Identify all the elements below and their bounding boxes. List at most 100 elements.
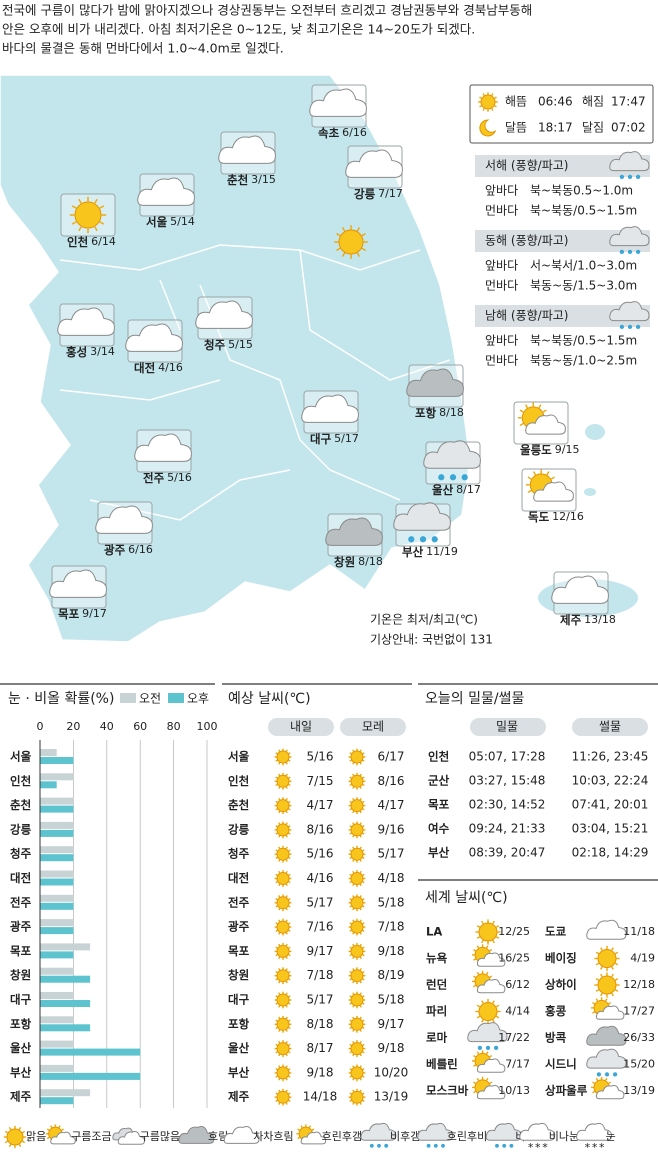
forecast-temp: 5/18: [378, 993, 405, 1007]
sun-ray: [278, 943, 281, 947]
sun-ray: [352, 859, 355, 862]
world-city: 파리: [426, 1004, 447, 1018]
sun-icon: [348, 918, 366, 936]
sun-ray: [362, 897, 365, 901]
snow-flake: *: [585, 1141, 591, 1154]
bar: [40, 1064, 74, 1072]
sun-ray: [611, 973, 614, 978]
tide-port: 목포: [428, 798, 450, 812]
sun-ray: [285, 943, 288, 947]
sun-ray: [288, 953, 291, 957]
sun-ray: [288, 825, 291, 828]
sun-ray: [600, 973, 603, 978]
sun-icon: [348, 748, 366, 766]
sun-ray: [532, 471, 537, 476]
forecast-temp: 8/16: [307, 822, 334, 836]
sun-ray: [285, 932, 288, 935]
cloud-icon: [50, 1131, 76, 1145]
rain-drop: [384, 1143, 389, 1148]
sun-ray: [336, 232, 341, 237]
snow-flake: *: [599, 1141, 605, 1154]
sun-ray: [311, 1128, 315, 1131]
sun-ray: [288, 776, 291, 779]
bar: [40, 902, 74, 910]
legend-item: 흐림: [208, 1130, 228, 1143]
forecast-temp: 8/18: [307, 1017, 334, 1031]
world-temp: 26/33: [623, 1031, 655, 1044]
sun-ray: [485, 1077, 489, 1081]
sun-ray: [18, 1143, 22, 1148]
sun-ray: [473, 975, 477, 979]
sun-ray: [285, 797, 288, 801]
sun-ray: [359, 1053, 362, 1057]
sun-ray: [285, 1016, 288, 1020]
sun-ray: [278, 870, 281, 874]
sun-disc: [597, 975, 617, 995]
sea-row-label: 먼바다: [485, 354, 518, 368]
sun-ray: [349, 1092, 352, 1095]
bar: [40, 927, 74, 935]
legend-label: 오전: [139, 692, 161, 706]
sun-disc: [350, 872, 364, 885]
sun-ray: [288, 1019, 291, 1022]
forecast-city: 창원: [228, 968, 249, 982]
sun-disc: [276, 1042, 290, 1056]
rain-drop: [502, 1143, 507, 1148]
forecast-temp: 9/18: [378, 944, 405, 958]
sun-ray: [359, 907, 362, 911]
sun-ray: [362, 953, 365, 957]
city-label: 대전 4/16: [134, 361, 183, 375]
sun-ray: [595, 962, 600, 966]
sun-ray: [99, 205, 105, 209]
world-city: 모스크바: [426, 1084, 469, 1098]
sun-disc: [350, 823, 364, 837]
sun-ray: [359, 895, 362, 898]
sun-ray: [288, 995, 291, 998]
city-label: 청주 5/15: [204, 338, 253, 352]
city-temp: 3/15: [251, 173, 276, 186]
sun-disc: [350, 920, 364, 934]
sun-ray: [550, 476, 555, 480]
sun-disc: [276, 750, 290, 764]
sun-ray: [285, 1078, 288, 1081]
sun-ray: [278, 773, 281, 777]
x-tick-label: 80: [167, 720, 181, 733]
city-label: 전주 5/16: [143, 471, 192, 485]
bar: [40, 967, 74, 975]
bar: [40, 878, 74, 886]
sun-ray: [362, 832, 365, 835]
sun-icon: [274, 821, 292, 839]
sun-ray: [359, 870, 362, 874]
sun-disc: [597, 949, 617, 968]
sun-ray: [491, 108, 494, 111]
x-tick-label: 60: [133, 720, 147, 733]
forecast-city: 광주: [228, 920, 250, 934]
legend-item: 눈: [606, 1130, 616, 1143]
legend-item: 비후갬: [390, 1130, 420, 1143]
sun-ray: [8, 1126, 12, 1131]
cloud-icon: [218, 135, 276, 164]
chart-title: 눈 · 비올 확률(%): [8, 691, 114, 707]
column-pill: [572, 718, 648, 736]
sun-ray: [275, 1026, 278, 1030]
sun-ray: [278, 1102, 281, 1105]
sun-disc: [350, 1042, 364, 1056]
sun-ray: [476, 925, 481, 928]
city-label: 강릉 7/17: [354, 187, 403, 201]
sun-ray: [542, 409, 547, 413]
rain-drop: [438, 474, 445, 481]
sun-ray: [362, 856, 365, 860]
tide-low: 10:03, 22:24: [572, 774, 649, 788]
sun-ray: [479, 105, 482, 108]
cloud-icon: [551, 575, 609, 604]
legend-item: 흐린후갬: [322, 1130, 362, 1143]
rain-drop: [369, 1143, 374, 1148]
rain-drop: [377, 1143, 381, 1148]
rain-drop: [461, 474, 468, 481]
forecast-temp: 9/18: [307, 1065, 334, 1079]
sun-ray: [485, 1051, 489, 1055]
sun-ray: [359, 932, 362, 935]
sun-moon-text: 달뜸: [505, 121, 527, 135]
sun-ray: [595, 989, 600, 992]
